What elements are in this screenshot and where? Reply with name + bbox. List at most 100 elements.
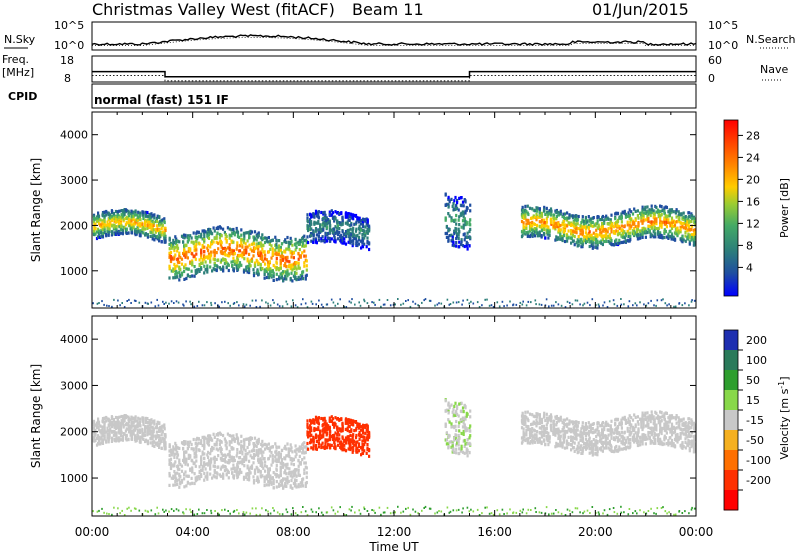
power-cell-1362 — [315, 233, 318, 237]
power-cell-1038 — [263, 250, 266, 254]
velocity-cell-82 — [106, 429, 109, 433]
power-cell-1032 — [261, 233, 264, 237]
velocity-cell-1044 — [264, 464, 267, 468]
power-near-9 — [117, 299, 119, 302]
power-cell-616 — [194, 257, 197, 261]
velocity-cell-852 — [232, 474, 235, 478]
power-cell-46 — [100, 234, 103, 238]
power-cell-1471 — [333, 236, 336, 240]
power-cell-546 — [182, 251, 185, 256]
velocity-cell-1574 — [350, 419, 353, 423]
power-cell-1143 — [279, 272, 282, 276]
power-cell-2119 — [565, 236, 568, 240]
power-cell-2290 — [592, 236, 595, 240]
power-cell-816 — [227, 263, 230, 267]
power-cell-888 — [238, 253, 242, 257]
power-cell-1497 — [338, 230, 341, 235]
velocity-cell-989 — [255, 444, 258, 449]
velocity-cell-944 — [248, 474, 251, 478]
power-cell-644 — [198, 258, 201, 262]
station-title: Christmas Valley West (fitACF) — [92, 0, 335, 19]
velocity-cell-477 — [169, 457, 173, 461]
velocity-cell-1371 — [317, 445, 320, 449]
power-near-106 — [359, 304, 362, 307]
power-cell-1949 — [536, 234, 539, 238]
power-cell-1270 — [299, 239, 302, 243]
velocity-cell-1689 — [368, 430, 371, 435]
velocity-cell-365 — [150, 418, 153, 422]
power-cell-198 — [123, 226, 126, 230]
power-cell-700 — [207, 252, 211, 256]
power-cell-2113 — [563, 225, 567, 229]
power-cell-1853 — [521, 233, 524, 237]
velocity-cell-368 — [150, 437, 153, 441]
power-cell-2615 — [647, 227, 650, 231]
power-cell-355 — [148, 220, 151, 224]
power-cell-216 — [125, 215, 128, 219]
velocity-cell-170 — [118, 438, 121, 442]
power-cell-477 — [169, 250, 173, 255]
velocity-cell-827 — [228, 440, 231, 444]
velocity-cell-302 — [138, 420, 141, 424]
velocity-cell-946 — [248, 467, 251, 471]
velocity-cell-981 — [253, 470, 257, 474]
power-near-94 — [330, 298, 333, 301]
power-cell-637 — [197, 267, 200, 272]
power-cell-240 — [130, 211, 133, 215]
velocity-cell-687 — [206, 453, 209, 457]
power-cell-2404 — [612, 231, 616, 235]
velocity-cell-215 — [125, 434, 128, 438]
velocity-cell-1706 — [447, 418, 450, 422]
velocity-cell-1524 — [341, 425, 344, 429]
power-cell-2333 — [600, 241, 603, 245]
power-cell-1606 — [355, 227, 358, 231]
power-near-108 — [363, 300, 366, 303]
power-cell-634 — [196, 230, 199, 234]
power-cell-2000 — [545, 224, 548, 228]
power-cell-2835 — [681, 240, 684, 244]
power-cell-342 — [146, 235, 149, 239]
velocity-cell-1579 — [350, 446, 353, 450]
power-cell-312 — [141, 230, 144, 234]
power-cell-1276 — [301, 251, 304, 255]
power-cell-1870 — [523, 226, 526, 230]
velocity-cell-708 — [209, 463, 212, 467]
power-near-201 — [598, 305, 600, 308]
power-cell-2711 — [661, 220, 664, 224]
velocity-cell-81 — [105, 430, 108, 434]
freq-unit-label: [MHz] — [2, 66, 34, 79]
power-cell-2386 — [609, 237, 612, 241]
velocity-cell-1492 — [336, 439, 340, 443]
power-cell-70 — [103, 228, 106, 232]
power-cell-1174 — [284, 274, 287, 278]
power-cell-1117 — [275, 239, 278, 243]
power-cell-2100 — [562, 223, 565, 227]
power-near-54 — [229, 304, 231, 307]
power-cell-1562 — [348, 223, 351, 227]
power-cell-1141 — [279, 276, 282, 280]
velocity-cell-656 — [200, 458, 203, 462]
power-cell-572 — [185, 267, 188, 271]
velocity-cell-918 — [243, 440, 246, 444]
power-cell-1824 — [465, 244, 468, 248]
power-cell-1372 — [317, 216, 320, 220]
power-cell-2213 — [581, 225, 584, 229]
power-cell-143 — [115, 232, 118, 236]
power-cell-1450 — [330, 209, 333, 213]
power-cell-2087 — [559, 212, 562, 216]
power-cell-2862 — [686, 220, 689, 224]
velocity-cell-73 — [103, 426, 106, 430]
power-cell-526 — [178, 240, 181, 244]
power-cell-430 — [160, 240, 163, 244]
power-near-183 — [552, 304, 555, 307]
velocity-cell-1453 — [330, 419, 333, 423]
power-near-194 — [582, 304, 584, 307]
power-near-224 — [656, 299, 659, 302]
power-cell-2394 — [610, 213, 613, 217]
velocity-cell-702 — [207, 437, 211, 441]
velocity-cell-757 — [217, 454, 220, 458]
velocity-cell-446 — [163, 427, 166, 431]
power-cell-2604 — [644, 218, 647, 222]
velocity-cell-1537 — [344, 427, 347, 431]
velocity-cell-897 — [240, 448, 243, 452]
